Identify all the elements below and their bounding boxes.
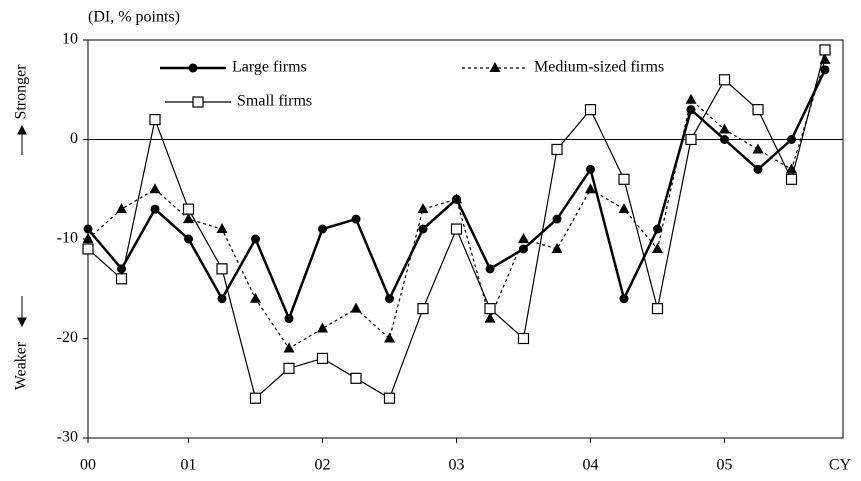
x-tick-label: 00 — [80, 457, 96, 474]
y-label-up: Stronger — [13, 64, 30, 120]
x-tick-label: 02 — [315, 457, 331, 474]
point — [753, 164, 763, 174]
point — [619, 294, 629, 304]
point — [417, 203, 429, 214]
point — [115, 273, 128, 285]
point — [351, 214, 361, 224]
point — [551, 143, 563, 156]
point — [517, 332, 530, 345]
point — [519, 244, 528, 254]
point — [217, 294, 227, 304]
point — [819, 44, 831, 56]
point — [652, 242, 663, 253]
legend-marker — [489, 62, 501, 72]
point — [719, 123, 730, 134]
point — [83, 224, 93, 234]
point — [485, 264, 495, 274]
legend-label: Large firms — [232, 59, 307, 76]
point — [584, 104, 597, 116]
legend-marker — [188, 63, 198, 73]
point — [316, 352, 329, 364]
point — [752, 104, 764, 116]
point — [82, 233, 94, 243]
point — [452, 194, 461, 204]
point — [318, 224, 327, 234]
legend-label: Medium-sized firms — [534, 59, 664, 76]
point — [284, 314, 294, 324]
point — [685, 133, 697, 146]
point — [385, 294, 394, 304]
y-tick-label: -30 — [57, 429, 78, 446]
point — [116, 203, 127, 214]
point — [317, 322, 328, 333]
point — [216, 263, 228, 275]
point — [685, 93, 697, 104]
point — [350, 302, 362, 313]
point — [82, 243, 94, 255]
point — [786, 163, 797, 174]
point — [182, 203, 195, 215]
point — [618, 173, 630, 185]
point — [653, 224, 662, 234]
point — [518, 233, 529, 243]
y-label-down: Weaker — [13, 341, 30, 390]
point — [251, 234, 260, 244]
arrows — [17, 124, 27, 328]
point — [417, 303, 429, 315]
point — [249, 392, 262, 404]
point — [586, 164, 595, 174]
x-tick-label: 05 — [717, 457, 733, 474]
point — [585, 183, 596, 194]
point — [819, 53, 831, 64]
point — [752, 143, 764, 154]
point — [720, 135, 729, 144]
legend-marker — [192, 96, 204, 108]
y-tick-label: -10 — [57, 230, 78, 247]
point — [551, 242, 563, 253]
point — [820, 65, 830, 75]
point — [686, 105, 696, 115]
point — [418, 224, 428, 234]
point — [383, 392, 396, 404]
point — [150, 204, 160, 214]
point — [149, 113, 161, 126]
point — [184, 234, 193, 244]
point — [216, 223, 228, 234]
y-unit-label: (DI, % points) — [88, 9, 180, 26]
point — [450, 223, 463, 235]
point — [350, 372, 362, 384]
y-tick-label: 10 — [62, 31, 78, 48]
point — [552, 214, 562, 224]
point — [651, 303, 664, 315]
x-tick-label: 03 — [449, 457, 465, 474]
x-tick-label: 04 — [583, 457, 599, 474]
point — [117, 264, 126, 274]
point — [718, 74, 731, 86]
point — [283, 362, 295, 374]
point — [484, 312, 496, 323]
legend-label: Small firms — [237, 93, 312, 110]
point — [484, 303, 496, 315]
point — [149, 183, 161, 194]
point — [183, 213, 194, 224]
y-tick-label: 0 — [70, 130, 78, 147]
x-tick-label: 01 — [181, 457, 197, 474]
point — [283, 342, 295, 353]
point — [384, 332, 395, 343]
point — [785, 173, 798, 185]
y-tick-label: -20 — [57, 329, 78, 346]
x-axis-label: CY — [829, 457, 852, 474]
series-line — [87, 59, 826, 350]
point — [250, 292, 261, 303]
point — [618, 203, 630, 214]
point — [787, 135, 796, 144]
